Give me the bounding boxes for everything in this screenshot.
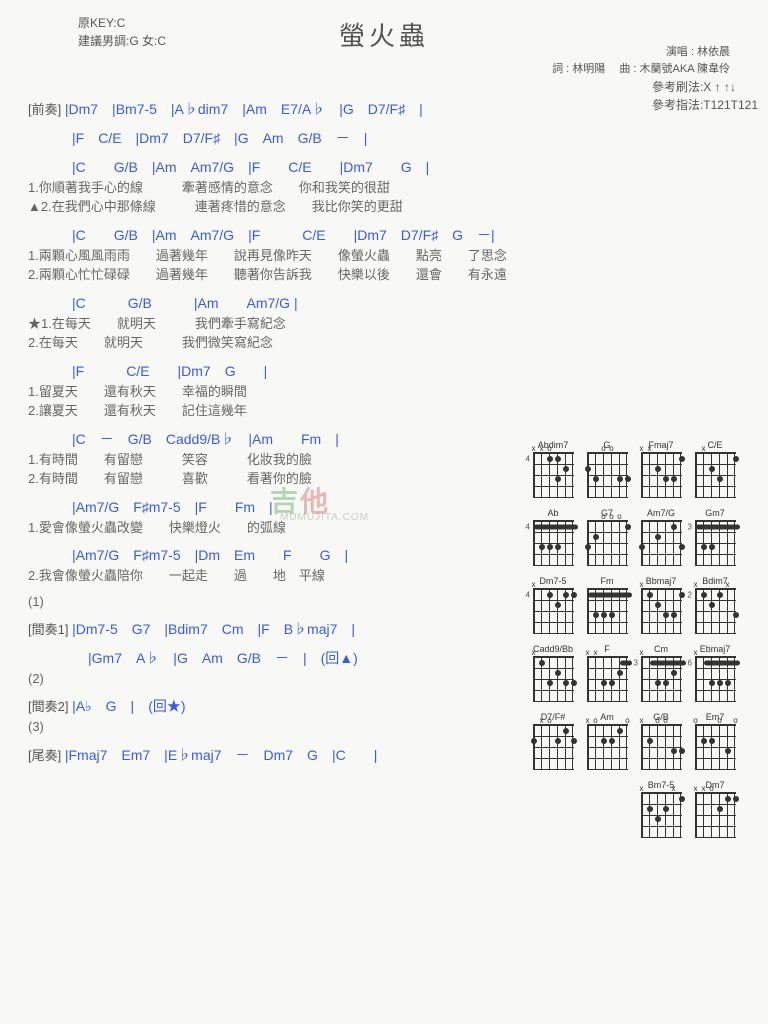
- chord-diagram-label: Ebmaj7: [690, 644, 740, 656]
- chorus-chords-a: |C G/B |Am Am7/G |: [72, 295, 298, 311]
- play-hints: 參考刷法:X ↑ ↑↓ 參考指法:T121T121: [652, 78, 758, 114]
- chord-diagram: Bm7-5xx: [636, 780, 686, 842]
- strum-hint: 參考刷法:X ↑ ↑↓: [652, 78, 758, 96]
- watermark-sub: MUMUJITA.COM: [280, 512, 369, 523]
- singer: 林依晨: [697, 46, 730, 58]
- chord-diagram: C/Ex: [690, 440, 740, 502]
- inter1-chords-a: |Dm7-5 G7 |Bdim7 Cm |F B♭maj7 |: [72, 621, 355, 637]
- chord-diagram-label: G/B: [636, 712, 686, 724]
- chord-diagram-label: Bm7-5: [636, 780, 686, 792]
- chord-diagram: Bbmaj7x: [636, 576, 686, 638]
- chorus1-lyric-1: ★1.在每天 就明天 我們牽手寫紀念: [28, 315, 740, 333]
- chord-diagram-label: Fmaj7: [636, 440, 686, 452]
- chord-diagram-label: Fm: [582, 576, 632, 588]
- chord-diagram: Cadd9/Bbx: [528, 644, 578, 706]
- intro-chords-2: |F C/E |Dm7 D7/F♯ |G Am G/B － |: [72, 130, 367, 146]
- credits: 演唱 : 林依晨 詞 : 林明陽 曲 : 木蘭號AKA 陳韋伶: [552, 44, 730, 77]
- chord-diagram: Ab4: [528, 508, 578, 570]
- chord-diagrams: Abdim7xxo4GooFmaj7xxC/Ex Ab4G7ooo Am7/G Gm7…: [520, 440, 740, 842]
- verse2-lyric-1: 1.兩顆心風風雨雨 過著幾年 說再見像昨天 像螢火蟲 點亮 了思念: [28, 247, 740, 265]
- chorus1-lyric-2: 2.在每天 就明天 我們微笑寫紀念: [28, 334, 740, 352]
- verse2-lyric-2: 2.兩顆心忙忙碌碌 過著幾年 聽著你告訴我 快樂以後 還會 有永遠: [28, 266, 740, 284]
- chord-diagram: Cmx3: [636, 644, 686, 706]
- chord-diagram-label: Am7/G: [636, 508, 686, 520]
- verse-chords-a: |C G/B |Am Am7/G |F C/E |Dm7 G |: [72, 159, 429, 175]
- composer: 木蘭號AKA 陳韋伶: [640, 63, 730, 75]
- chord-diagram-label: D7/F#: [528, 712, 578, 724]
- music-label: 曲 :: [619, 63, 636, 75]
- chorus2-lyric-2: 2.讓夏天 還有秋天 記住這幾年: [28, 402, 740, 420]
- lyric-label: 詞 :: [552, 63, 569, 75]
- chord-diagram: Fxx: [582, 644, 632, 706]
- chord-diagram-label: Cadd9/Bb: [528, 644, 578, 656]
- chord-diagram: Em7ooo: [690, 712, 740, 774]
- chorus2-lyric-1: 1.留夏天 還有秋天 幸福的瞬間: [28, 383, 740, 401]
- verse-chords-b: |C G/B |Am Am7/G |F C/E |Dm7 D7/F♯ G －|: [72, 227, 495, 243]
- chord-diagram-label: Gm7: [690, 508, 740, 520]
- chord-diagram-label: Dm7-5: [528, 576, 578, 588]
- intro-chords-1: |Dm7 |Bm7-5 |A♭dim7 |Am E7/A♭ |G D7/F♯ |: [65, 101, 423, 117]
- inter1-chords-b: |Gm7 A♭ |G Am G/B － | (回▲): [88, 650, 358, 666]
- singer-label: 演唱 :: [666, 46, 694, 58]
- chord-diagram-label: F: [582, 644, 632, 656]
- chord-diagram: Abdim7xxo4: [528, 440, 578, 502]
- chord-diagram: Am7/G: [636, 508, 686, 570]
- chord-diagram: Bdim7xx2: [690, 576, 740, 638]
- intro-label: [前奏]: [28, 102, 61, 117]
- verse-lyric-1: 1.你順著我手心的線 牽著感情的意念 你和我笑的很甜: [28, 179, 740, 197]
- chord-diagram: G/Bxoo: [636, 712, 686, 774]
- chord-diagram-label: Ab: [528, 508, 578, 520]
- chord-diagram-label: G7: [582, 508, 632, 520]
- chord-diagram-label: Cm: [636, 644, 686, 656]
- chorus2-chords: |C － G/B Cadd9/B♭ |Am Fm |: [72, 431, 339, 447]
- chord-diagram-label: C/E: [690, 440, 740, 452]
- chord-diagram: D7/F#xo: [528, 712, 578, 774]
- inter2-label: [間奏2]: [28, 699, 68, 714]
- chord-diagram: Dm7-5x4: [528, 576, 578, 638]
- outro-chords: |Fmaj7 Em7 |E♭maj7 － Dm7 G |C |: [65, 747, 377, 763]
- chord-diagram-label: Abdim7: [528, 440, 578, 452]
- lyricist: 林明陽: [572, 63, 605, 75]
- inter2-chords: |A♭ G | (回★): [72, 698, 185, 714]
- chord-diagram: G7ooo: [582, 508, 632, 570]
- chord-diagram: Dm7xxo: [690, 780, 740, 842]
- chord-diagram: Gm73: [690, 508, 740, 570]
- finger-hint: 參考指法:T121T121: [652, 96, 758, 114]
- chord-diagram-label: G: [582, 440, 632, 452]
- chorus3-chords-b: |Am7/G F♯m7-5 |Dm Em F G |: [72, 547, 348, 563]
- chorus3-chords-a: |Am7/G F♯m7-5 |F Fm |: [72, 499, 273, 515]
- chord-diagram: Ebmaj7x6: [690, 644, 740, 706]
- outro-label: [尾奏]: [28, 748, 61, 763]
- verse-lyric-2: ▲2.在我們心中那條線 連著疼惜的意念 我比你笑的更甜: [28, 198, 740, 216]
- chord-diagram: Fm: [582, 576, 632, 638]
- inter1-label: [間奏1]: [28, 622, 68, 637]
- chorus-chords-b: |F C/E |Dm7 G |: [72, 363, 267, 379]
- chord-diagram: Amxoo: [582, 712, 632, 774]
- chord-diagram-label: Bbmaj7: [636, 576, 686, 588]
- chord-diagram-label: Dm7: [690, 780, 740, 792]
- chord-diagram: Goo: [582, 440, 632, 502]
- chord-diagram: Fmaj7xx: [636, 440, 686, 502]
- chord-diagram-label: Bdim7: [690, 576, 740, 588]
